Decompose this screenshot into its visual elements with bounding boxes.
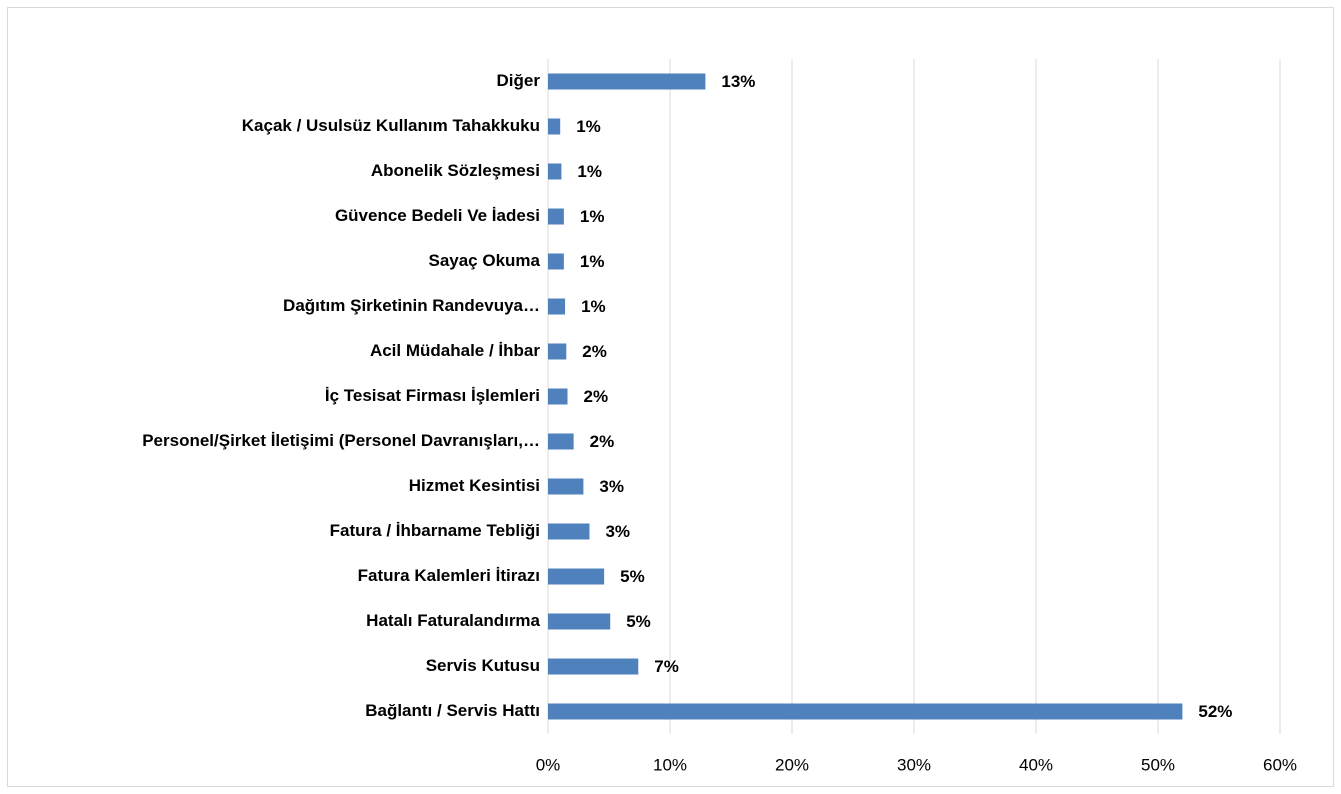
y-tick-label: Kaçak / Usulsüz Kullanım Tahakkuku <box>242 116 540 135</box>
y-tick-label: Fatura Kalemleri İtirazı <box>358 566 540 585</box>
bar <box>548 613 611 630</box>
x-tick-label: 10% <box>653 755 687 774</box>
data-label: 2% <box>584 387 609 406</box>
data-label: 7% <box>654 657 679 676</box>
data-label: 2% <box>590 432 615 451</box>
bar <box>548 208 564 225</box>
y-tick-label: Abonelik Sözleşmesi <box>371 161 540 180</box>
y-tick-label: Diğer <box>497 71 541 90</box>
bar <box>548 388 568 405</box>
x-tick-label: 50% <box>1141 755 1175 774</box>
bar <box>548 298 566 315</box>
data-label: 3% <box>599 477 624 496</box>
x-tick-label: 30% <box>897 755 931 774</box>
bar <box>548 478 584 495</box>
y-tick-label: Hizmet Kesintisi <box>409 476 540 495</box>
bar <box>548 118 561 135</box>
bar <box>548 568 605 585</box>
bar <box>548 523 590 540</box>
data-label: 1% <box>577 162 602 181</box>
bar <box>548 73 706 90</box>
y-tick-label: Sayaç Okuma <box>428 251 540 270</box>
bar <box>548 343 567 360</box>
data-label: 2% <box>582 342 607 361</box>
y-tick-label: Güvence Bedeli Ve İadesi <box>335 206 540 225</box>
data-label: 1% <box>580 207 605 226</box>
y-tick-label: Hatalı Faturalandırma <box>366 611 540 630</box>
y-tick-label: Dağıtım Şirketinin Randevuya… <box>283 296 540 315</box>
data-label: 13% <box>721 72 755 91</box>
x-tick-label: 0% <box>536 755 561 774</box>
x-tick-label: 60% <box>1263 755 1297 774</box>
bar <box>548 163 562 180</box>
y-tick-label: Personel/Şirket İletişimi (Personel Davr… <box>142 431 540 450</box>
y-tick-label: Acil Müdahale / İhbar <box>370 341 540 360</box>
data-label: 1% <box>581 297 606 316</box>
data-label: 3% <box>605 522 630 541</box>
bar <box>548 658 639 675</box>
data-label: 1% <box>576 117 601 136</box>
x-tick-label: 40% <box>1019 755 1053 774</box>
bar <box>548 433 574 450</box>
data-label: 1% <box>580 252 605 271</box>
bar <box>548 703 1183 720</box>
bar <box>548 253 564 270</box>
data-label: 52% <box>1198 702 1232 721</box>
x-tick-label: 20% <box>775 755 809 774</box>
data-label: 5% <box>620 567 645 586</box>
y-tick-label: İç Tesisat Firması İşlemleri <box>325 386 540 405</box>
y-tick-label: Servis Kutusu <box>426 656 540 675</box>
y-tick-label: Bağlantı / Servis Hattı <box>365 701 540 720</box>
data-label: 5% <box>626 612 651 631</box>
y-tick-label: Fatura / İhbarname Tebliği <box>330 521 540 540</box>
